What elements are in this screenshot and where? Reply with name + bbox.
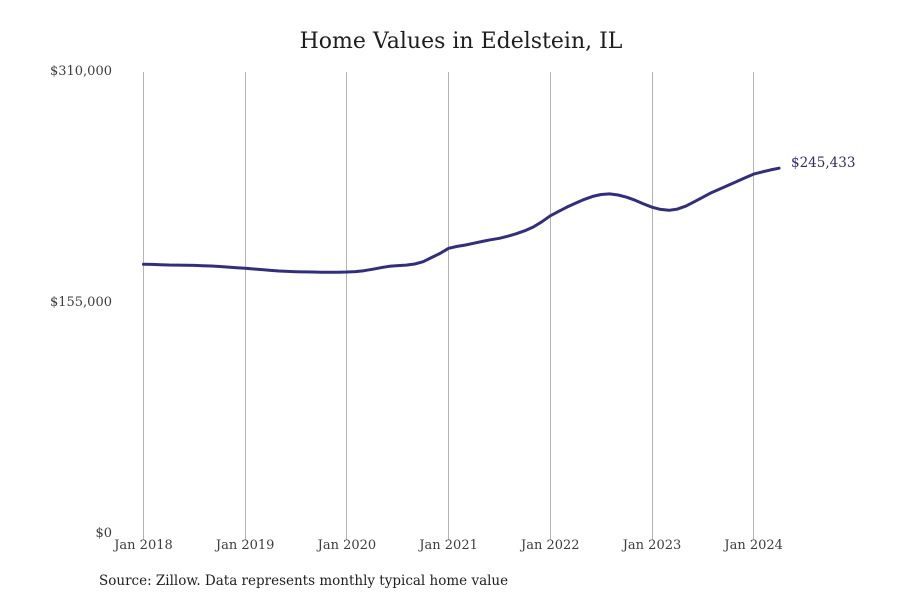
- x-axis-tick-label: Jan 2023: [622, 538, 682, 553]
- gridline-jan-2018: [143, 72, 144, 540]
- gridline-jan-2021: [448, 72, 450, 540]
- gridline-jan-2020: [346, 72, 348, 540]
- x-axis-tick-label: Jan 2021: [419, 538, 478, 553]
- x-axis-tick-label: Jan 2020: [317, 538, 377, 553]
- y-axis-tick-label-0: $0: [95, 526, 112, 541]
- x-axis-tick-label: Jan 2024: [724, 538, 783, 553]
- latest-value-label: $245,433: [791, 155, 856, 171]
- x-axis-tick-label: Jan 2019: [215, 538, 275, 553]
- gridline-jan-2024: [753, 72, 755, 540]
- y-axis-tick-label-155000: $155,000: [49, 295, 112, 310]
- home-value-line: [142, 166, 781, 274]
- gridline-jan-2022: [549, 72, 551, 540]
- x-axis-tick-label: Jan 2022: [521, 538, 580, 553]
- source-note: Source: Zillow. Data represents monthly …: [99, 573, 509, 589]
- gridline-jan-2023: [651, 72, 653, 540]
- chart-title: Home Values in Edelstein, IL: [299, 29, 623, 54]
- x-axis-tick-label: Jan 2018: [114, 538, 173, 553]
- y-axis-tick-label-310000: $310,000: [49, 64, 112, 79]
- gridline-jan-2019: [244, 72, 246, 540]
